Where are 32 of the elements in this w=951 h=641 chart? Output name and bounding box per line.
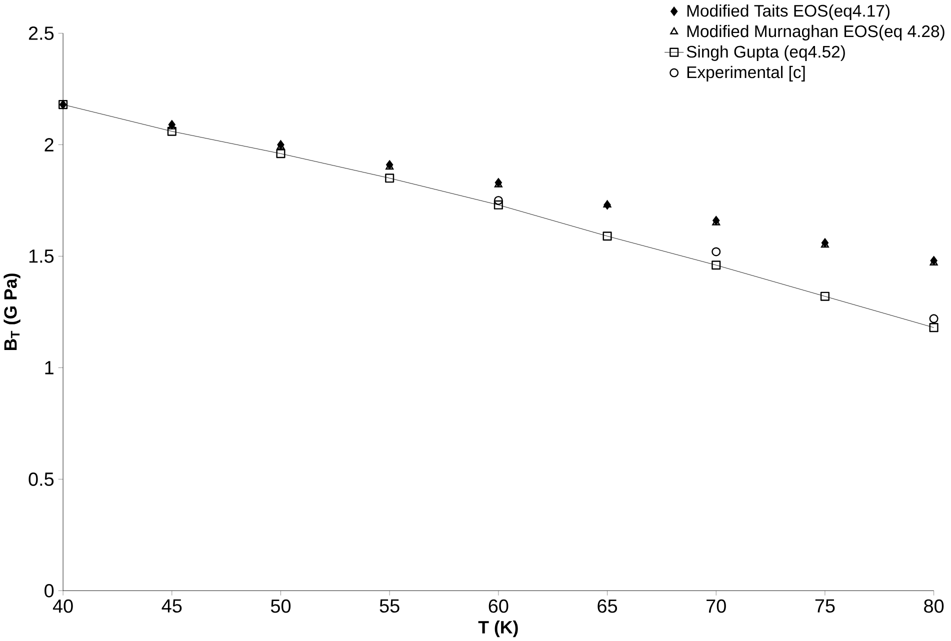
point <box>929 314 938 324</box>
y-tick-label: 0 <box>44 584 54 598</box>
point <box>929 323 938 332</box>
legend-label: Modified Murnaghan EOS(eq 4.28) <box>687 25 944 41</box>
y-tick-label: 0.5 <box>28 472 54 486</box>
x-tick-label: 80 <box>924 599 944 613</box>
x-tick-label: 60 <box>488 599 508 613</box>
y-axis-title: B$_{T}$ (G Pa) <box>4 274 20 350</box>
x-tick-label: 55 <box>380 599 400 613</box>
x-tick-label: 70 <box>706 599 726 613</box>
point <box>385 174 394 183</box>
y-tick-label: 1.5 <box>29 250 54 263</box>
point <box>276 149 286 158</box>
x-tick-label: 75 <box>815 599 835 613</box>
y-tick-label: 2.5 <box>28 26 54 40</box>
x-tick-label: 40 <box>52 599 73 613</box>
point <box>820 292 830 301</box>
point <box>602 232 612 241</box>
point <box>494 196 503 206</box>
point <box>494 200 503 210</box>
x-tick-label: 50 <box>270 599 291 613</box>
legend-label: Modified Taits EOS(eq4.17) <box>687 4 890 20</box>
x-tick-label: 45 <box>162 599 182 613</box>
y-tick-label: 2 <box>44 138 54 152</box>
y-tick-label: 1 <box>45 361 54 374</box>
point <box>167 126 176 136</box>
legend-label: Singh Gupta (eq4.52) <box>686 46 845 62</box>
x-axis-title: T (K) <box>478 620 518 638</box>
legend-label: Experimental [c] <box>687 66 805 82</box>
x-tick-label: 65 <box>598 599 618 613</box>
point <box>712 260 721 270</box>
point <box>712 247 721 256</box>
